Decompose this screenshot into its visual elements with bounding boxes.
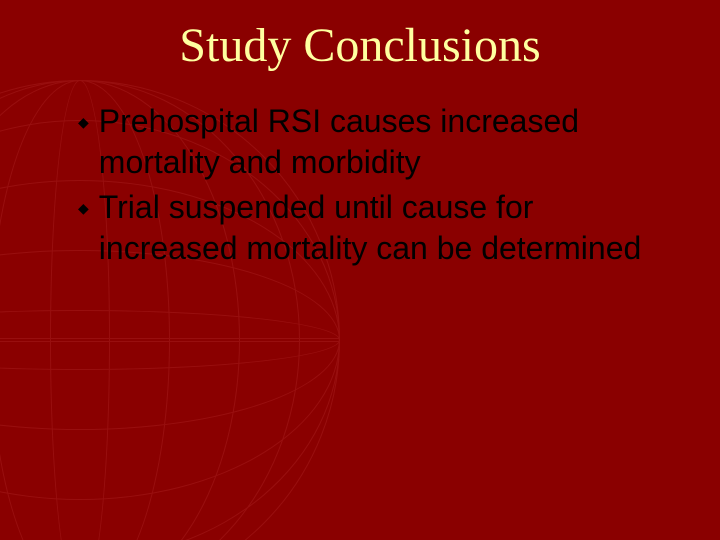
slide-content: Study Conclusions ◆ Prehospital RSI caus…	[0, 0, 720, 540]
bullet-diamond-icon: ◆	[78, 201, 89, 215]
slide-title: Study Conclusions	[40, 18, 680, 73]
bullet-text: Prehospital RSI causes increased mortali…	[99, 101, 660, 183]
bullet-list: ◆ Prehospital RSI causes increased morta…	[40, 101, 680, 269]
bullet-text: Trial suspended until cause for increase…	[99, 187, 660, 269]
bullet-diamond-icon: ◆	[78, 115, 89, 129]
list-item: ◆ Prehospital RSI causes increased morta…	[78, 101, 660, 183]
list-item: ◆ Trial suspended until cause for increa…	[78, 187, 660, 269]
